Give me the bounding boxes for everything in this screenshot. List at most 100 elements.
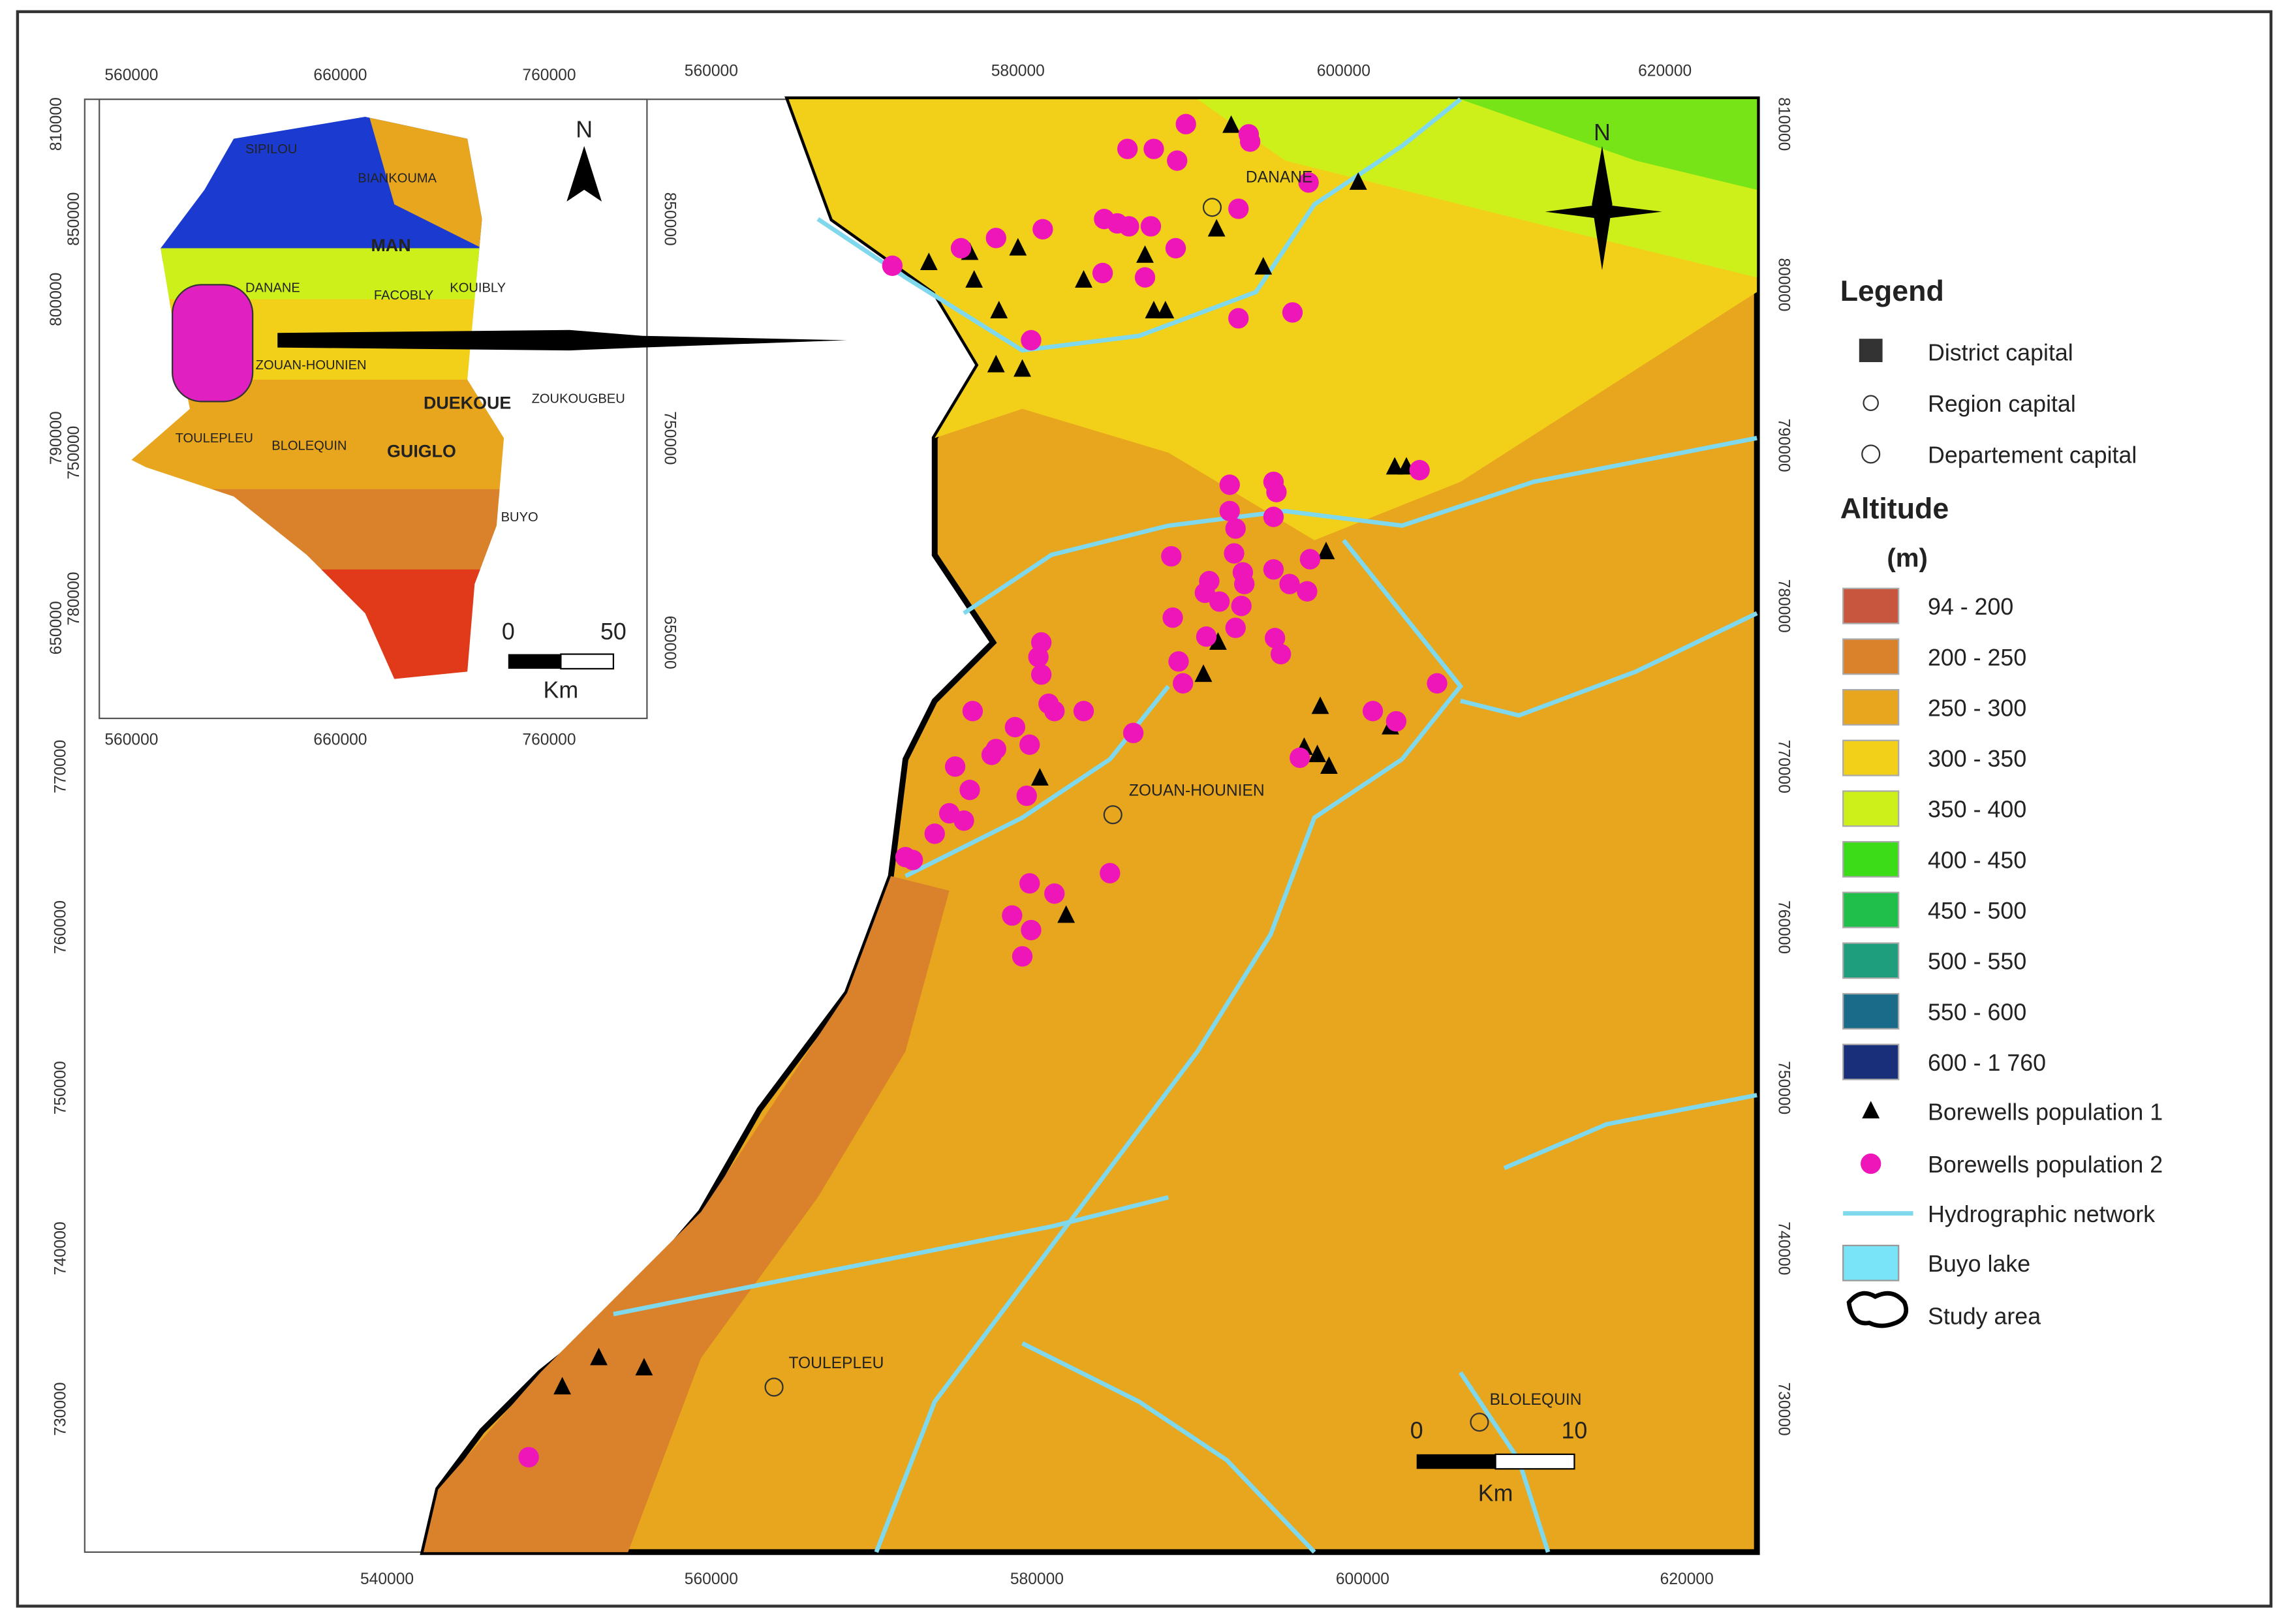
legend-class-label: 250 - 300: [1928, 695, 2026, 721]
borewell-pop-1: [635, 1358, 653, 1376]
left-tick-label: 770000: [52, 740, 70, 793]
borewell-pop-2: [1270, 643, 1292, 665]
inset-left-tick-label: 810000: [48, 97, 65, 151]
borewell-pop-2: [1263, 559, 1284, 580]
borewell-pop-2: [1021, 919, 1042, 941]
inset-bottom-tick-label: 560000: [104, 731, 158, 748]
inset-map: 0 50 Km N: [99, 99, 847, 720]
borewell-pop-1: [1311, 696, 1329, 714]
inset-left-tick-label: 750000: [65, 426, 83, 480]
borewell-pop-2: [1143, 138, 1164, 159]
legend-swatch: [1842, 739, 1900, 776]
legend-title: Legend: [1840, 275, 1944, 307]
borewell-pop-1: [920, 253, 938, 270]
legend-swatch: [1842, 689, 1900, 726]
left-tick-label: 740000: [52, 1221, 70, 1275]
legend-pop-1: [1862, 1101, 1880, 1119]
low-terrain: [424, 876, 950, 1552]
borewells: [518, 114, 1447, 1468]
place-label: BLOLEQUIN: [1490, 1391, 1582, 1409]
borewell-pop-2: [1004, 716, 1025, 738]
inset-left-tick-label: 850000: [65, 192, 83, 246]
rivers: [613, 97, 1758, 1554]
borewell-pop-1: [1030, 768, 1049, 786]
locator-arrow: [277, 329, 847, 351]
borewell-pop-2: [1290, 747, 1310, 769]
legend-swatch: [1842, 942, 1900, 979]
left-tick-label: 730000: [52, 1382, 70, 1435]
legend-feature-label: Buyo lake: [1928, 1251, 2030, 1277]
inset-right-tick-label: 850000: [660, 192, 678, 246]
department-capital: [1202, 198, 1222, 217]
top-tick-label: 620000: [1638, 62, 1692, 80]
borewell-pop-2: [1016, 785, 1037, 806]
borewell-pop-2: [1032, 219, 1053, 240]
inset-place-label: ZOUKOUGBEU: [532, 392, 625, 406]
top-tick-label: 580000: [991, 62, 1045, 80]
borewell-pop-2: [1409, 459, 1430, 481]
inset-left-tick-label: 800000: [48, 273, 65, 326]
borewell-pop-2: [1228, 308, 1249, 329]
legend-symbol-label: District capital: [1928, 340, 2073, 366]
borewell-pop-2: [944, 756, 966, 777]
borewell-pop-1: [1057, 905, 1075, 923]
legend-class-label: 350 - 400: [1928, 797, 2026, 823]
right-tick-label: 740000: [1775, 1221, 1793, 1275]
highest-terrain: [1460, 99, 1757, 190]
legend-swatch: [1842, 587, 1900, 624]
borewell-pop-2: [1028, 647, 1049, 667]
borewell-pop-2: [1219, 500, 1240, 521]
legend: Legend Altitude (m) District capital Regi…: [1840, 275, 2163, 1330]
legend-class-label: 300 - 350: [1928, 746, 2026, 772]
department-symbol: [1861, 444, 1881, 464]
borewell-pop-2: [1219, 474, 1240, 495]
borewell-pop-1: [1075, 270, 1092, 288]
borewell-pop-2: [981, 744, 1002, 765]
legend-swatch: [1842, 638, 1900, 675]
scale-start: 0: [1410, 1417, 1423, 1443]
borewell-pop-2: [1044, 883, 1065, 904]
inset-place-label: BLOLEQUIN: [271, 438, 347, 453]
inset-place-label: DANANE: [245, 281, 300, 296]
borewell-pop-2: [1225, 617, 1246, 638]
inset-scale-filled: [508, 654, 561, 669]
borewell-pop-2: [1030, 664, 1052, 685]
legend-feature-label: Borewells population 1: [1928, 1099, 2163, 1125]
bottom-tick-label: 580000: [1010, 1570, 1064, 1588]
borewell-pop-1: [1385, 457, 1404, 475]
legend-class-label: 500 - 550: [1928, 949, 2026, 975]
borewell-pop-1: [1254, 256, 1273, 275]
legend-swatch: [1842, 891, 1900, 928]
borewell-pop-1: [987, 354, 1005, 373]
scale-bar-empty: [1494, 1453, 1575, 1470]
borewell-pop-1: [553, 1377, 572, 1395]
borewell-pop-2: [1282, 302, 1303, 323]
borewell-pop-2: [950, 237, 972, 259]
borewell-pop-2: [1167, 150, 1188, 171]
legend-feature-label: Study area: [1928, 1304, 2041, 1330]
borewell-pop-1: [590, 1347, 608, 1366]
borewell-pop-1: [1013, 359, 1031, 377]
right-tick-label: 770000: [1775, 740, 1793, 793]
legend-class-label: 400 - 450: [1928, 847, 2026, 873]
place-label: DANANE: [1246, 169, 1313, 187]
borewell-pop-2: [1173, 673, 1194, 694]
borewell-pop-2: [1427, 673, 1447, 694]
borewell-pop-2: [1134, 267, 1156, 288]
borewell-pop-2: [1021, 329, 1042, 351]
borewell-pop-2: [1162, 607, 1183, 628]
borewell-pop-2: [1231, 596, 1252, 617]
left-tick-label: 760000: [52, 900, 70, 954]
inset-north-arrow: [566, 146, 602, 202]
legend-class-label: 600 - 1 760: [1928, 1050, 2046, 1076]
borewell-pop-2: [1299, 549, 1321, 570]
borewell-pop-2: [1092, 262, 1113, 284]
left-tick-label: 750000: [52, 1061, 70, 1114]
scale-end: 10: [1562, 1417, 1588, 1443]
borewell-pop-2: [1298, 172, 1319, 193]
department-capital: [764, 1377, 784, 1397]
borewell-pop-1: [1222, 115, 1240, 133]
borewell-pop-1: [1209, 632, 1227, 650]
borewell-pop-1: [1194, 664, 1213, 682]
